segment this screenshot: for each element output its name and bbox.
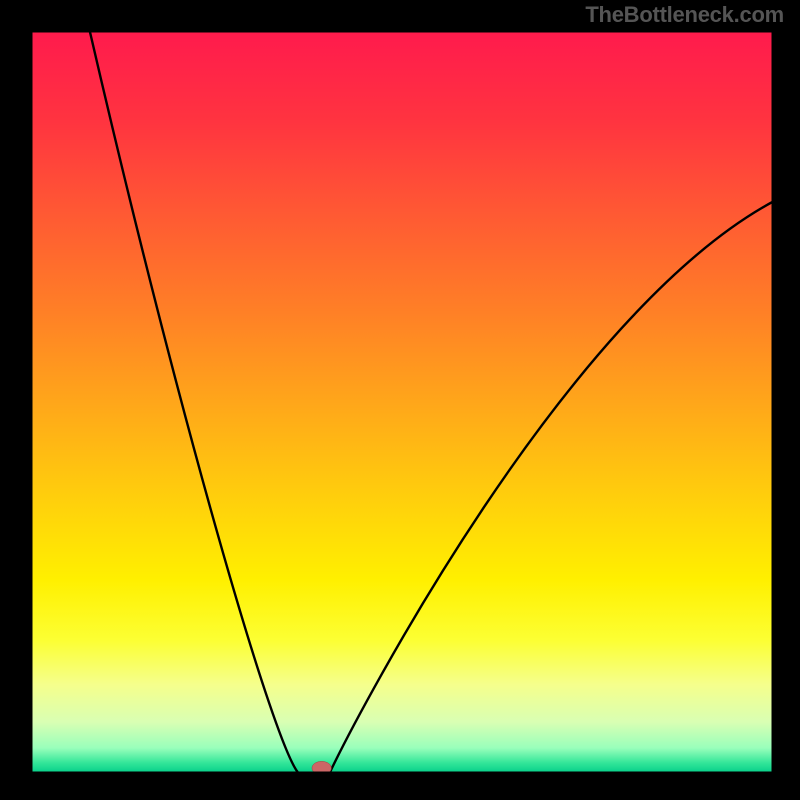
chart-container: TheBottleneck.com [0, 0, 800, 800]
watermark-text: TheBottleneck.com [585, 2, 784, 28]
gradient-background [30, 30, 774, 774]
bottleneck-chart [0, 0, 800, 800]
